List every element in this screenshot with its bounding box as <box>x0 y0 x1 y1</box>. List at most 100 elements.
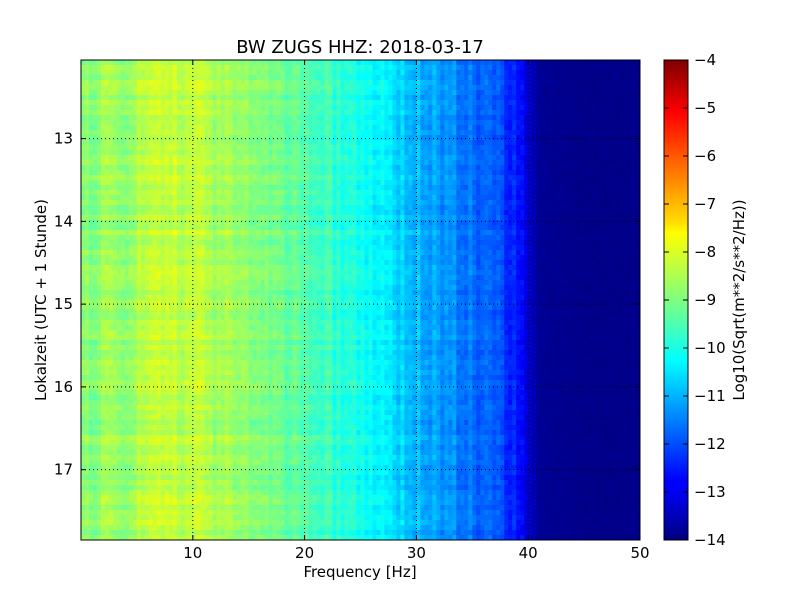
heatmap-cell <box>284 105 290 111</box>
heatmap-cell <box>184 200 190 206</box>
heatmap-cell <box>240 235 246 241</box>
heatmap-cell <box>484 210 489 216</box>
heatmap-cell <box>620 220 625 226</box>
heatmap-cell <box>128 170 134 176</box>
heatmap-cell <box>252 210 258 216</box>
heatmap-cell <box>464 190 469 196</box>
heatmap-cell <box>356 215 362 221</box>
heatmap-cell <box>168 235 174 241</box>
heatmap-cell <box>496 80 501 86</box>
heatmap-cell <box>384 95 390 101</box>
heatmap-cell <box>320 185 326 191</box>
heatmap-cell <box>260 195 266 201</box>
heatmap-cell <box>456 160 461 166</box>
heatmap-cell <box>112 135 118 141</box>
heatmap-cell <box>436 130 441 136</box>
heatmap-cell <box>116 85 122 91</box>
heatmap-cell <box>116 210 122 216</box>
heatmap-cell <box>228 170 234 176</box>
heatmap-cell <box>368 130 374 136</box>
heatmap-cell <box>596 180 601 186</box>
heatmap-cell <box>512 125 517 131</box>
heatmap-cell <box>160 120 166 126</box>
heatmap-cell <box>384 60 390 66</box>
heatmap-cell <box>276 145 282 151</box>
heatmap-cell <box>96 100 102 106</box>
heatmap-cell <box>344 225 350 231</box>
heatmap-cell <box>344 85 350 91</box>
heatmap-cell <box>276 100 282 106</box>
heatmap-cell <box>104 80 110 86</box>
heatmap-cell <box>436 85 441 91</box>
heatmap-cell <box>272 200 278 206</box>
heatmap-cell <box>284 175 290 181</box>
heatmap-cell <box>252 190 258 196</box>
heatmap-cell <box>636 225 640 231</box>
heatmap-cell <box>252 60 258 66</box>
heatmap-cell <box>288 220 294 226</box>
heatmap-cell <box>440 210 445 216</box>
heatmap-cell <box>608 85 613 91</box>
heatmap-cell <box>336 140 342 146</box>
heatmap-cell <box>188 135 194 141</box>
heatmap-cell <box>520 125 525 131</box>
heatmap-cell <box>564 170 569 176</box>
heatmap-cell <box>108 75 114 81</box>
heatmap-cell <box>224 130 230 136</box>
heatmap-cell <box>284 80 290 86</box>
heatmap-cell <box>580 80 585 86</box>
heatmap-cell <box>160 60 166 66</box>
heatmap-cell <box>480 70 485 76</box>
heatmap-cell <box>548 210 553 216</box>
heatmap-cell <box>548 150 553 156</box>
heatmap-cell <box>232 105 238 111</box>
heatmap-cell <box>460 90 465 96</box>
heatmap-cell <box>216 95 222 101</box>
heatmap-cell <box>152 190 158 196</box>
heatmap-cell <box>136 190 142 196</box>
heatmap-cell <box>356 85 362 91</box>
heatmap-cell <box>196 160 202 166</box>
heatmap-cell <box>376 155 382 161</box>
heatmap-cell <box>232 100 238 106</box>
heatmap-cell <box>288 135 294 141</box>
heatmap-cell <box>288 115 294 121</box>
heatmap-cell <box>508 190 513 196</box>
heatmap-cell <box>364 80 370 86</box>
heatmap-cell <box>468 225 473 231</box>
heatmap-cell <box>308 140 314 146</box>
heatmap-cell <box>624 65 629 71</box>
heatmap-cell <box>248 225 254 231</box>
heatmap-cell <box>636 170 640 176</box>
heatmap-cell <box>200 195 206 201</box>
heatmap-cell <box>616 135 621 141</box>
heatmap-cell <box>360 165 366 171</box>
heatmap-cell <box>144 130 150 136</box>
heatmap-cell <box>460 170 465 176</box>
heatmap-cell <box>508 80 513 86</box>
heatmap-cell <box>576 160 581 166</box>
heatmap-cell <box>256 160 262 166</box>
heatmap-cell <box>340 125 346 131</box>
heatmap-cell <box>84 165 90 171</box>
heatmap-cell <box>276 195 282 201</box>
heatmap-cell <box>312 150 318 156</box>
heatmap-cell <box>140 110 146 116</box>
heatmap-cell <box>108 200 114 206</box>
heatmap-cell <box>376 90 382 96</box>
heatmap-cell <box>212 200 218 206</box>
heatmap-cell <box>176 95 182 101</box>
heatmap-cell <box>560 110 565 116</box>
heatmap-cell <box>160 175 166 181</box>
heatmap-cell <box>304 115 310 121</box>
heatmap-cell <box>428 145 433 151</box>
heatmap-cell <box>624 200 629 206</box>
heatmap-cell <box>284 220 290 226</box>
heatmap-cell <box>396 140 402 146</box>
heatmap-cell <box>488 80 493 86</box>
heatmap-cell <box>492 155 497 161</box>
heatmap-cell <box>564 70 569 76</box>
heatmap-cell <box>624 95 629 101</box>
heatmap-cell <box>408 130 413 136</box>
heatmap-cell <box>236 85 242 91</box>
